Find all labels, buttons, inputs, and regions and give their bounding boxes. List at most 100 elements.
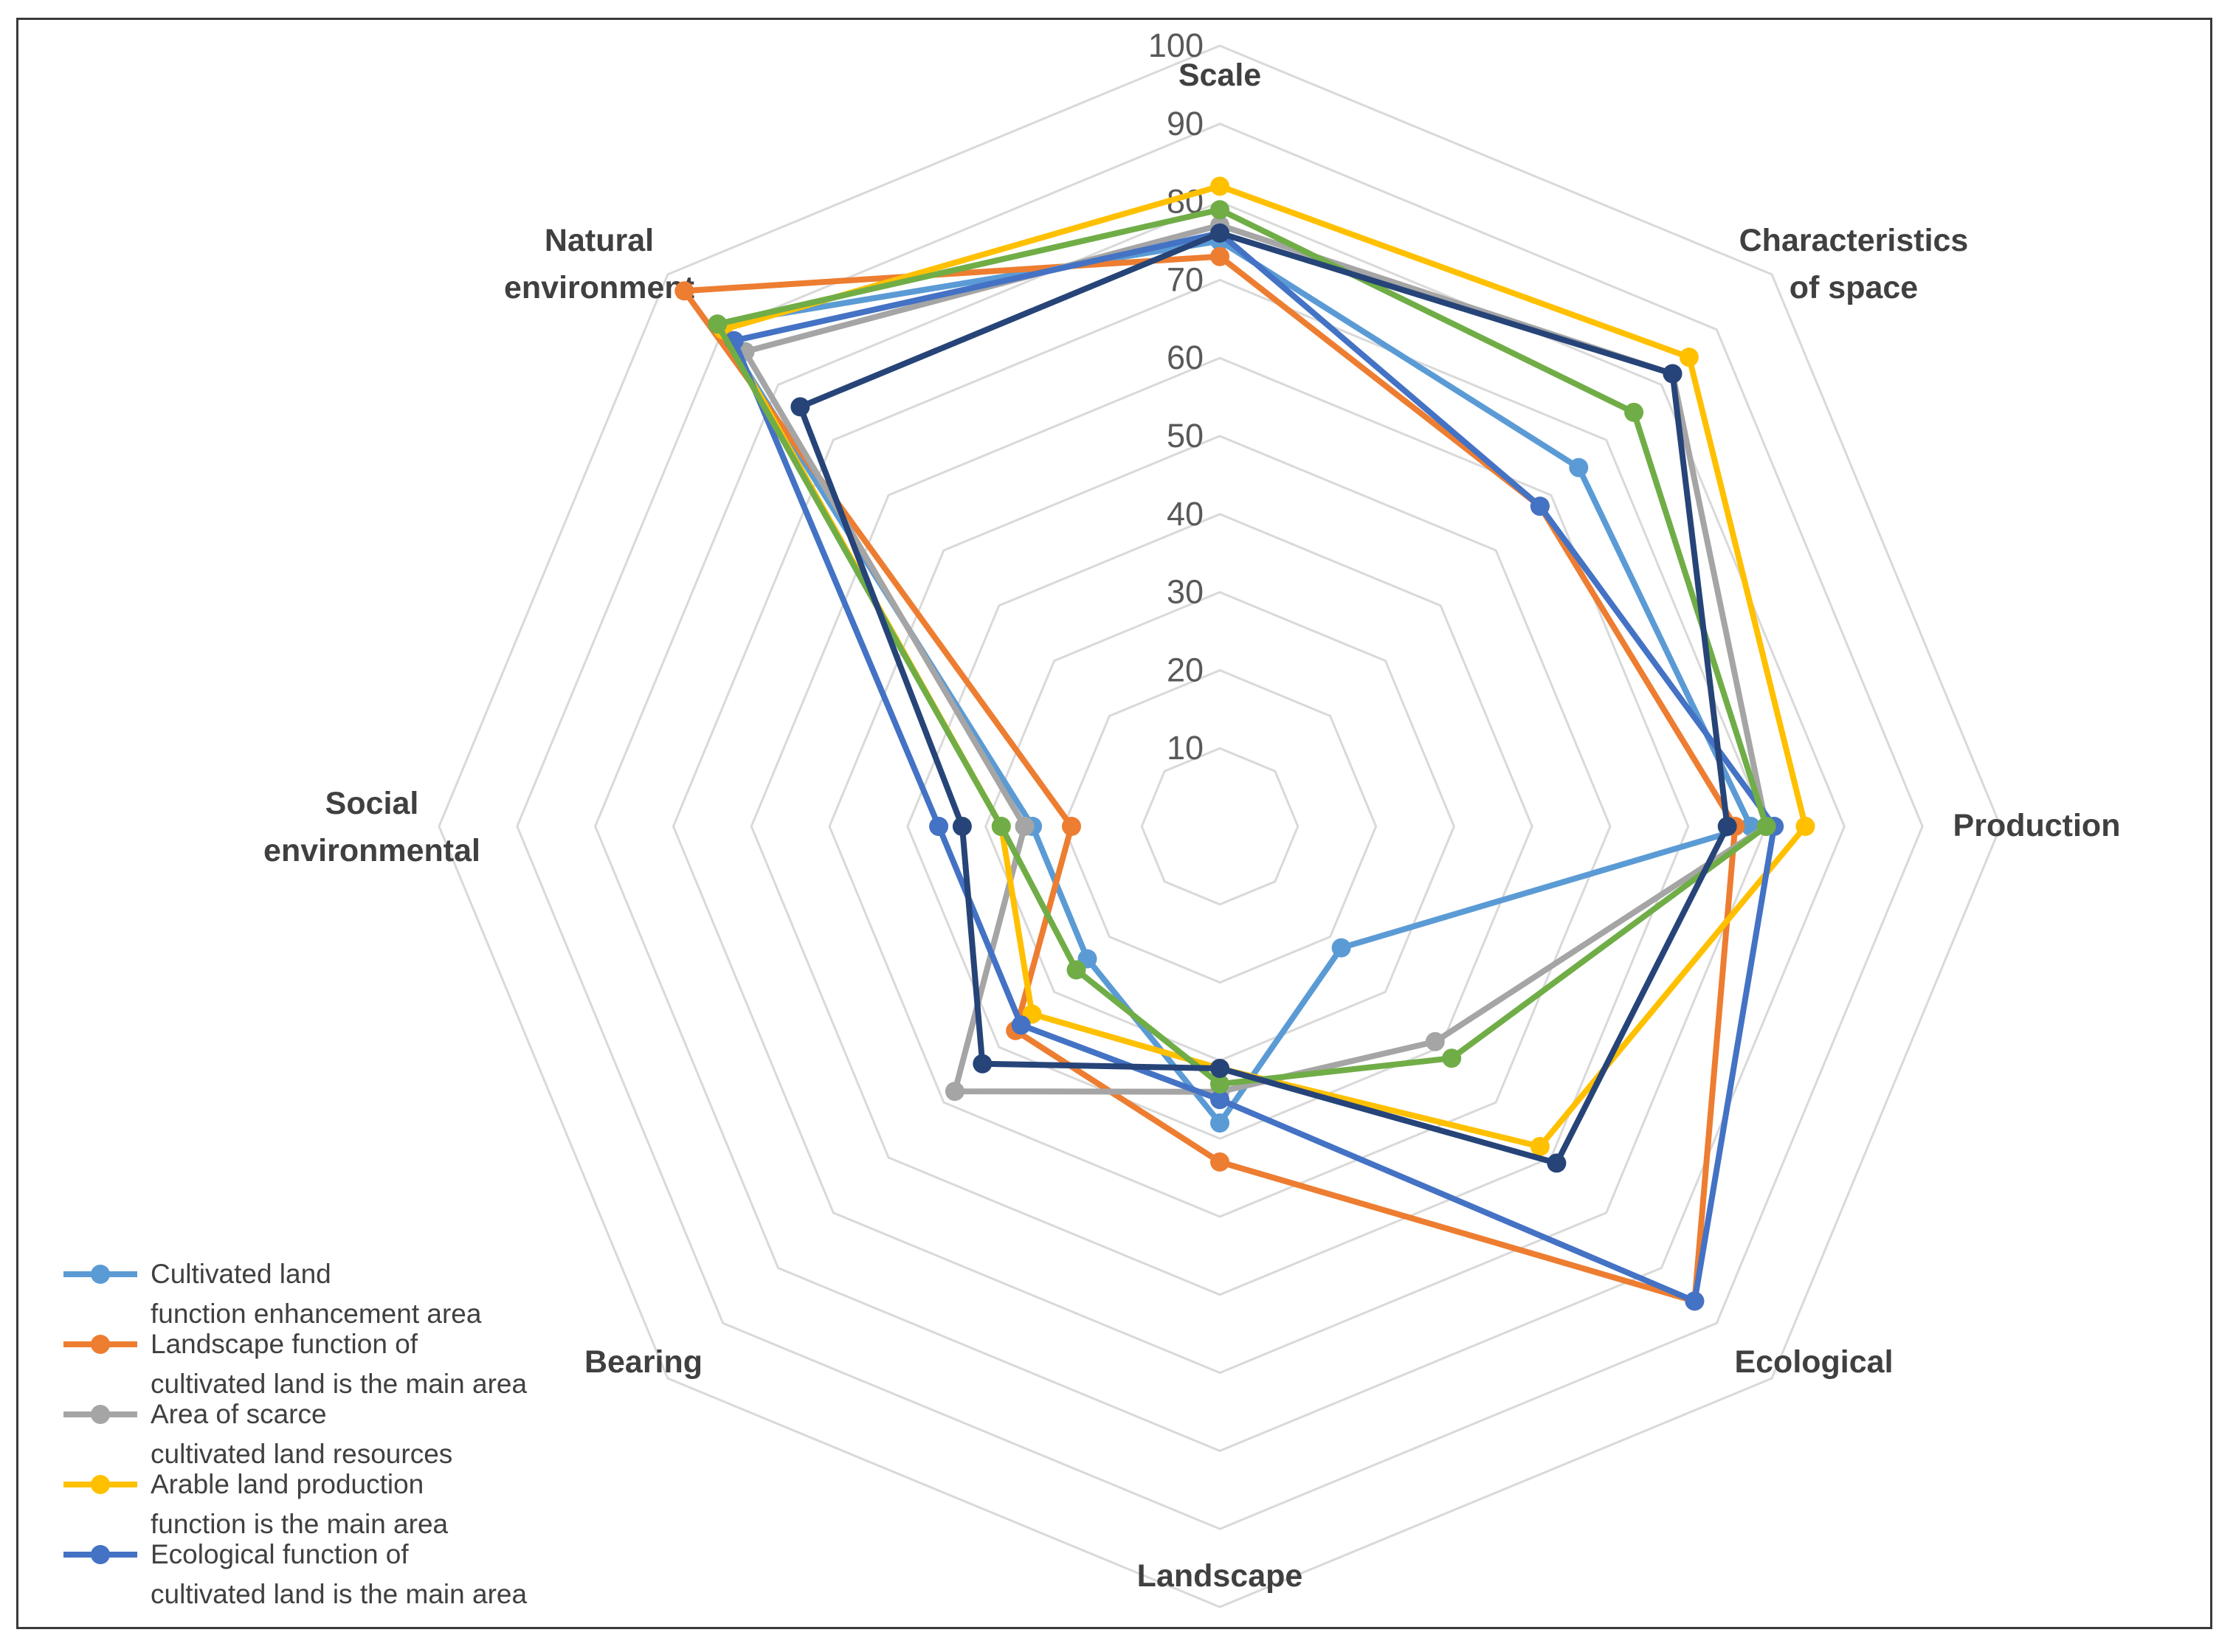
tick-label: 50 <box>1167 417 1204 455</box>
data-point-landscape <box>1210 1090 1229 1110</box>
series-line <box>797 229 1730 1167</box>
series-cultivated-land-function-enhancement-area <box>708 231 1761 1133</box>
grid-ring-50 <box>828 435 1612 1218</box>
series-line <box>719 183 1809 1150</box>
data-point-social-environmental <box>952 817 972 836</box>
legend-label: Ecological function of <box>151 1539 409 1569</box>
data-point-ecological <box>1685 1291 1705 1311</box>
axis-label-line: Characteristics <box>1739 223 1969 258</box>
axis-label-landscape: Landscape <box>1137 1558 1303 1594</box>
grid-ring-100 <box>438 44 2002 1608</box>
data-point-scale <box>1210 200 1229 220</box>
axis-label-social-environmental: Social environmental <box>263 786 480 868</box>
data-point-production <box>1756 817 1776 836</box>
data-point-scale <box>1210 246 1229 266</box>
tick-label: 90 <box>1167 105 1204 142</box>
tick-label: 20 <box>1167 651 1204 688</box>
legend-entry-landscape-function-of-cultivated-land-is-the-main-area: Landscape function of cultivated land is … <box>63 1329 527 1399</box>
data-point-characteristics-of-space <box>1679 348 1699 367</box>
data-point-production <box>1717 817 1737 836</box>
data-point-scale <box>1210 176 1229 196</box>
data-point-characteristics-of-space <box>1569 457 1589 477</box>
series-series-6 <box>708 200 1776 1094</box>
data-point-bearing <box>973 1054 993 1074</box>
axis-label-characteristics-of-space: Characteristics of space <box>1739 223 1969 305</box>
data-point-natural-environment <box>674 281 694 301</box>
legend-label: cultivated land is the main area <box>151 1369 527 1399</box>
data-point-scale <box>1210 223 1229 243</box>
axis-label-production: Production <box>1953 808 2121 843</box>
series-series-7 <box>790 223 1737 1173</box>
data-point-social-environmental <box>1015 817 1035 836</box>
data-point-landscape <box>1210 1152 1229 1172</box>
axis-label-line: Scale <box>1178 58 1261 93</box>
data-point-landscape <box>1210 1059 1229 1078</box>
series-arable-land-production-function-is-the-main-area <box>713 176 1815 1156</box>
legend-label: cultivated land resources <box>151 1439 452 1469</box>
data-point-social-environmental <box>929 817 949 836</box>
axis-label-scale: Scale <box>1178 58 1261 93</box>
axis-labels: Scale Characteristics of space Production Ec… <box>263 58 2120 1594</box>
data-point-natural-environment <box>790 397 810 417</box>
axis-label-line: Production <box>1953 808 2121 843</box>
tick-label: 70 <box>1167 260 1204 298</box>
axis-label-line: Ecological <box>1734 1344 1893 1380</box>
tick-label: 60 <box>1167 339 1204 376</box>
tick-label: 100 <box>1148 27 1204 64</box>
legend-marker <box>91 1475 110 1494</box>
legend-marker <box>91 1265 110 1284</box>
data-point-characteristics-of-space <box>1530 497 1550 516</box>
tick-label: 40 <box>1167 495 1204 533</box>
data-point-ecological <box>1425 1031 1445 1051</box>
legend-marker <box>91 1405 110 1424</box>
grid-ring-30 <box>984 590 1456 1062</box>
legend-entry-area-of-scarce-cultivated-land-resources: Area of scarce cultivated land resources <box>63 1399 452 1469</box>
chart-frame <box>16 18 2212 1629</box>
series-line <box>714 238 1754 1126</box>
data-point-natural-environment <box>708 314 728 334</box>
legend-label: Arable land production <box>151 1469 424 1499</box>
axis-label-bearing: Bearing <box>584 1344 703 1380</box>
axis-label-natural-environment: Natural environment <box>504 223 694 305</box>
grid-ring-10 <box>1140 747 1300 906</box>
data-point-ecological <box>1530 1136 1550 1156</box>
tick-label: 10 <box>1167 729 1204 767</box>
legend-label: function is the main area <box>151 1509 449 1539</box>
tick-label: 30 <box>1167 573 1204 611</box>
axis-label-line: of space <box>1789 270 1918 305</box>
series-landscape-function-of-cultivated-land-is-the-main-area <box>674 246 1745 1311</box>
legend-entry-ecological-function-of-cultivated-land-is-the-main-area: Ecological function of cultivated land is… <box>63 1539 527 1609</box>
data-point-social-environmental <box>1062 817 1081 836</box>
data-point-bearing <box>1011 1015 1031 1035</box>
series-layer <box>674 176 1815 1311</box>
grid-ring-20 <box>1062 668 1378 984</box>
legend-marker <box>91 1545 110 1564</box>
grid-ring-80 <box>593 200 1846 1453</box>
legend-label: Landscape function of <box>151 1329 418 1359</box>
data-point-characteristics-of-space <box>1663 364 1682 384</box>
legend-label: Area of scarce <box>151 1399 327 1429</box>
axis-label-line: Landscape <box>1137 1558 1303 1594</box>
legend-entry-arable-land-production-function-is-the-main-area: Arable land production function is the ma… <box>63 1469 449 1539</box>
data-point-bearing <box>1066 960 1086 980</box>
legend-marker <box>91 1335 110 1354</box>
data-point-ecological <box>1547 1153 1567 1173</box>
series-line <box>681 253 1739 1304</box>
axis-label-line: Social <box>325 786 419 821</box>
data-point-ecological <box>1442 1048 1462 1068</box>
data-point-characteristics-of-space <box>1624 402 1644 422</box>
legend: Cultivated land function enhancement area… <box>63 1259 527 1609</box>
axis-label-line: environmental <box>263 833 480 868</box>
data-point-ecological <box>1331 938 1351 958</box>
axis-label-line: environment <box>504 270 694 305</box>
legend-label: function enhancement area <box>151 1299 482 1329</box>
data-point-landscape <box>1210 1074 1229 1094</box>
legend-label: cultivated land is the main area <box>151 1579 527 1609</box>
axis-label-line: Bearing <box>584 1344 703 1380</box>
legend-label: Cultivated land <box>151 1259 331 1289</box>
data-point-production <box>1795 817 1815 836</box>
data-point-bearing <box>945 1082 964 1102</box>
data-point-social-environmental <box>991 817 1011 836</box>
